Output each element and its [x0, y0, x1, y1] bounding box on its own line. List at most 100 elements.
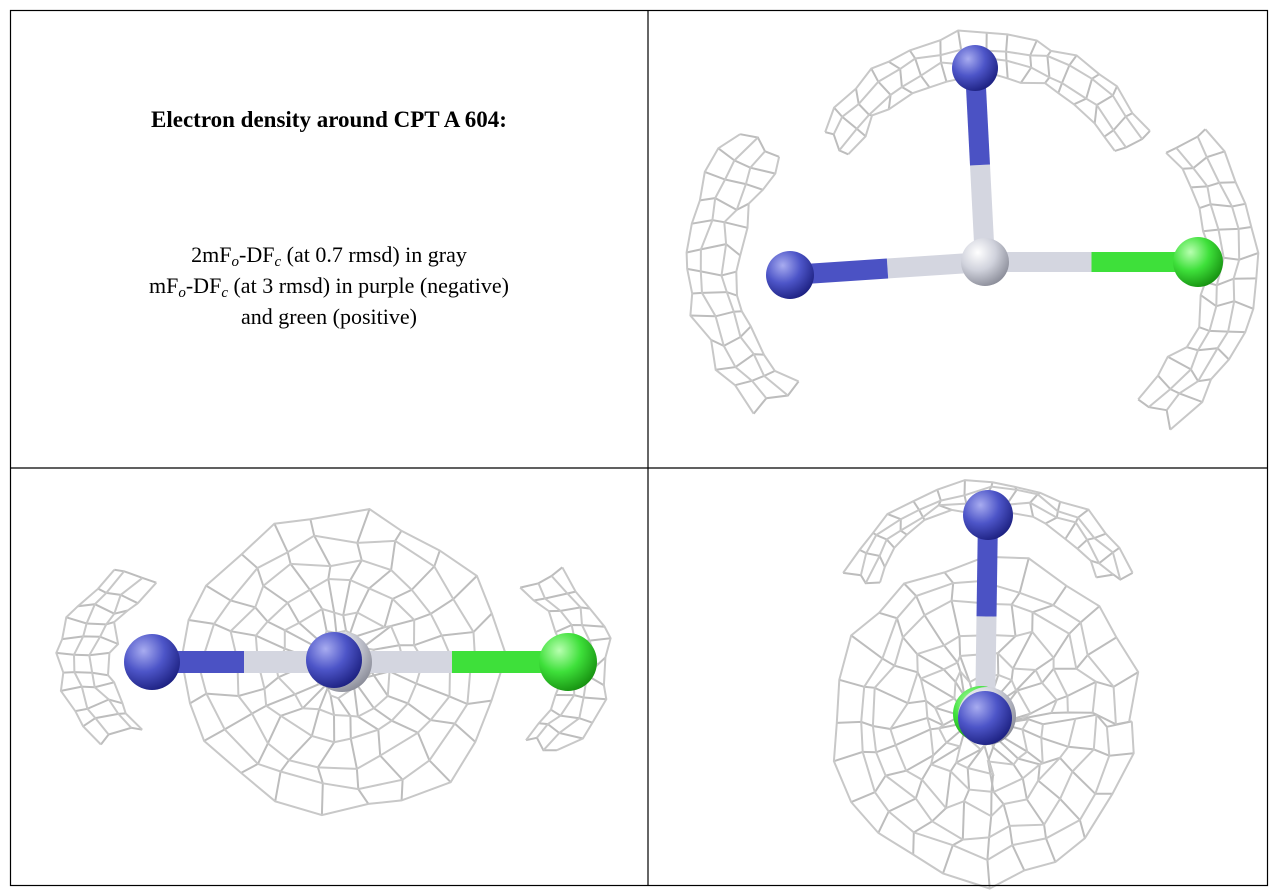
text: 2mF	[191, 242, 232, 267]
caption-line: mFo-DFc (at 3 rmsd) in purple (negative)	[11, 270, 647, 301]
mesh-line	[686, 243, 741, 257]
text: -DF	[239, 242, 275, 267]
mesh-line	[1205, 277, 1257, 287]
mesh-line	[692, 291, 738, 297]
mesh-line	[715, 353, 764, 371]
text: -DF	[185, 273, 222, 298]
mesh-line	[1103, 112, 1133, 138]
mesh-line	[1005, 34, 1009, 79]
mesh-line	[1198, 326, 1246, 334]
mesh-line	[936, 489, 953, 511]
mesh-line	[273, 523, 328, 632]
mesh-line	[912, 500, 926, 521]
mesh-line	[63, 671, 109, 677]
mesh-line	[859, 485, 1122, 580]
mesh-line	[1165, 136, 1241, 411]
mesh-line	[720, 150, 789, 397]
mesh-line	[704, 170, 764, 191]
mesh-line	[734, 369, 776, 387]
mesh-line	[82, 712, 126, 728]
atom	[306, 632, 362, 688]
text: (at 3 rmsd) in purple (negative)	[227, 273, 509, 298]
atom	[963, 490, 1013, 540]
mesh-line	[274, 687, 329, 802]
caption: Electron density around CPT A 604: 2mFo-…	[11, 11, 647, 467]
mesh-line	[77, 603, 128, 615]
mesh-line	[1093, 85, 1118, 124]
atom	[961, 238, 1009, 286]
mesh-line	[1186, 346, 1230, 361]
mesh-line	[1057, 54, 1078, 94]
mesh-line	[1157, 374, 1203, 403]
mesh-line	[919, 652, 1058, 794]
mesh-line	[908, 49, 931, 88]
mesh-line	[850, 724, 968, 804]
mesh-line	[1148, 147, 1225, 408]
mesh-line	[60, 681, 115, 692]
mesh-line	[373, 612, 493, 651]
mesh-line	[316, 695, 336, 816]
subscript: c	[274, 254, 282, 270]
mesh-line	[533, 590, 576, 602]
mesh-line	[66, 616, 115, 626]
mesh-line	[998, 711, 1130, 726]
mesh-line	[939, 40, 948, 82]
mesh-line	[370, 671, 476, 743]
caption-lines: 2mFo-DFc (at 0.7 rmsd) in gray mFo-DFc (…	[11, 239, 647, 332]
mesh-line	[832, 555, 1140, 890]
mesh-line	[548, 606, 591, 613]
mesh-line	[690, 310, 742, 318]
mesh-line	[1114, 130, 1151, 152]
caption-line: 2mFo-DFc (at 0.7 rmsd) in gray	[11, 239, 647, 270]
text: and green (positive)	[241, 304, 417, 329]
mesh-line	[685, 133, 755, 415]
mesh-line	[337, 697, 370, 805]
mesh-line	[550, 708, 593, 724]
mesh-line	[56, 651, 110, 657]
mesh-line	[189, 664, 306, 705]
mesh-line	[353, 687, 404, 801]
mesh-line	[1202, 226, 1252, 233]
density-mesh	[55, 29, 1260, 890]
atom	[958, 691, 1012, 745]
mesh-line	[739, 133, 780, 158]
atom	[766, 251, 814, 299]
mesh-line	[855, 88, 873, 117]
mesh-line	[1167, 355, 1212, 383]
atom	[1173, 237, 1223, 287]
mesh-line	[106, 582, 158, 731]
mesh-line	[1165, 128, 1206, 154]
mesh-line	[555, 694, 607, 701]
mesh-line	[555, 623, 605, 634]
mesh-line	[356, 550, 441, 637]
mesh-line	[1029, 491, 1041, 518]
mesh-line	[699, 197, 750, 212]
mesh-line	[72, 570, 125, 736]
caption-line: and green (positive)	[11, 301, 647, 332]
text: (at 0.7 rmsd) in gray	[281, 242, 467, 267]
mesh-line	[349, 530, 403, 634]
mesh-line	[114, 568, 157, 584]
mesh-line	[839, 678, 971, 720]
text: mF	[149, 273, 179, 298]
mesh-line	[717, 147, 776, 175]
mesh-line	[205, 584, 315, 647]
mesh-line	[1199, 202, 1246, 210]
mesh-line	[55, 569, 116, 746]
atom	[952, 45, 998, 91]
mesh-line	[887, 513, 908, 536]
mesh-line	[1090, 546, 1120, 565]
mesh-line	[842, 479, 1134, 574]
mesh-line	[353, 680, 452, 783]
mesh-line	[933, 669, 1032, 776]
mesh-line	[542, 575, 599, 751]
mesh-line	[1137, 398, 1172, 430]
caption-title: Electron density around CPT A 604:	[151, 107, 507, 132]
mesh-line	[62, 635, 119, 645]
mesh-line	[687, 267, 737, 277]
mesh-line	[699, 136, 768, 399]
mesh-line	[1096, 572, 1134, 581]
mesh-line	[241, 553, 323, 644]
